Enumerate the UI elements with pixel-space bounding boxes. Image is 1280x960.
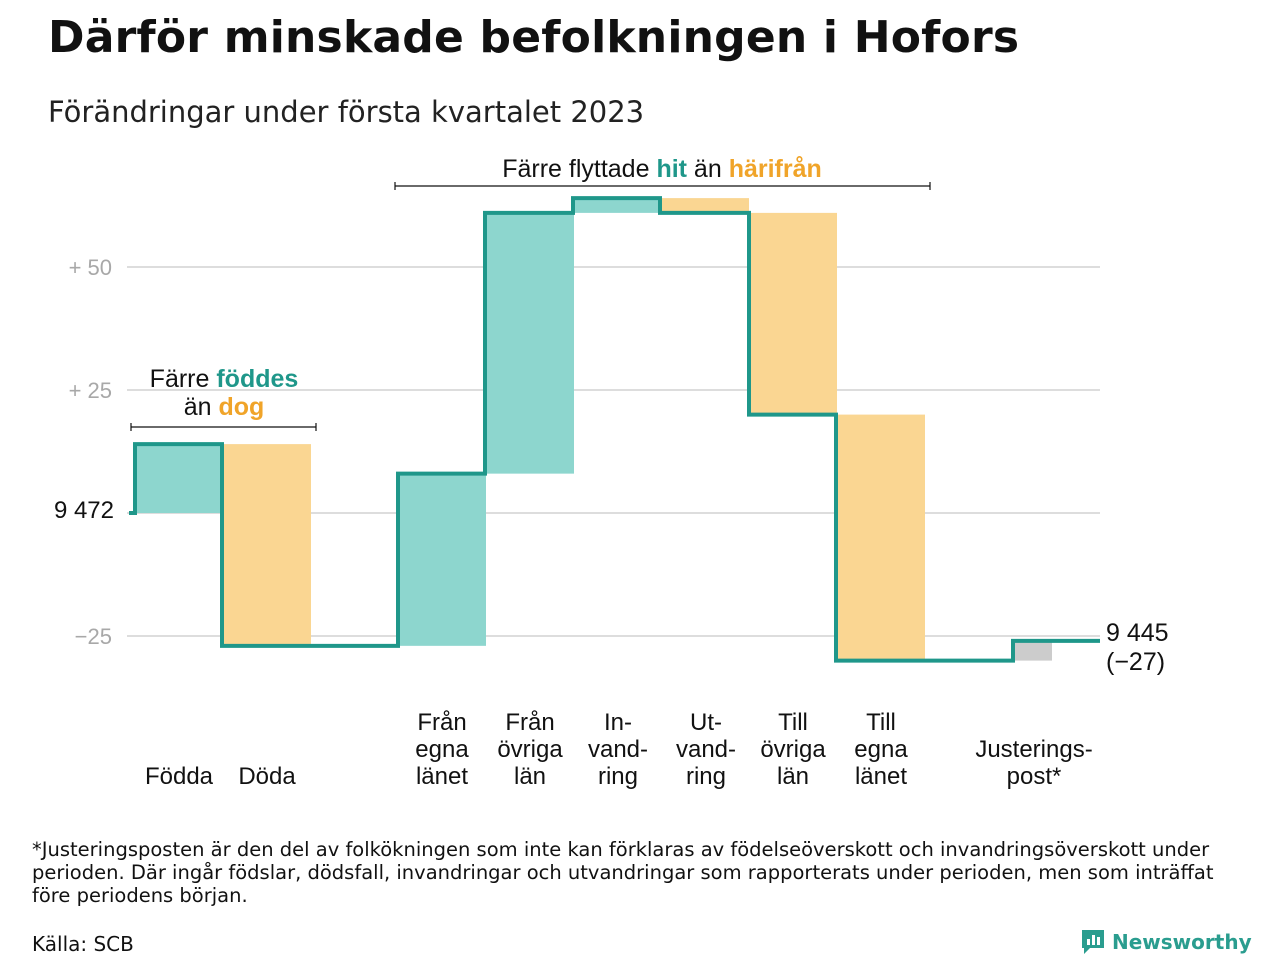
annotation-moves-bracket [394,182,931,190]
annotation-births-line2: än dog [184,393,265,421]
x-tick-label: länet [855,763,907,790]
annotation-births-bracket [130,423,317,431]
x-tick-label: egna [415,736,469,763]
baseline-value-label: 9 472 [54,497,114,524]
bars [137,198,1052,661]
x-tick-label: övriga [760,736,826,763]
waterfall-chart: + 50+ 25−25 Födda DödaFrånegnalänetFrånöv… [54,155,1169,790]
y-tick-label: −25 [75,624,112,649]
annotation-births-line1: Färre föddes [150,365,299,393]
x-tick-label: post* [1007,763,1062,790]
x-tick-labels: Födda DödaFrånegnalänetFrånövrigalänIn-va… [145,709,1093,790]
x-tick-label: län [777,763,809,790]
x-tick-label: länet [416,763,468,790]
source-note: Källa: SCB [32,932,134,956]
bar-decrease [838,414,925,661]
bar-increase [575,198,661,213]
page-subtitle: Förändringar under första kvartalet 2023 [48,95,645,129]
x-tick-label: ring [598,763,638,790]
bar-increase [400,473,486,646]
bar-decrease [224,444,311,646]
x-tick-label: Från [417,709,466,736]
x-tick-label: Till [778,709,808,736]
x-tick-label: Justerings- [975,736,1092,763]
x-tick-label: Till [866,709,896,736]
x-tick-label: Från [505,709,554,736]
x-tick-label: övriga [497,736,563,763]
x-tick-label: län [514,763,546,790]
brand-name: Newsworthy [1112,930,1252,954]
x-tick-label: Ut- [690,709,722,736]
end-change-label: (−27) [1106,648,1165,676]
x-tick-label: Födda [145,763,214,790]
x-tick-label: vand- [676,736,736,763]
bar-increase [137,444,223,513]
running-total-line [129,196,1100,663]
end-value-label: 9 445 [1106,619,1169,647]
x-tick-label: ring [686,763,726,790]
x-tick-label: vand- [588,736,648,763]
footnote: *Justeringsposten är den del av folkökni… [32,838,1214,907]
x-tick-label: Döda [238,763,296,790]
y-tick-label: + 25 [69,378,112,403]
brand-logo: Newsworthy [1080,928,1252,956]
x-tick-label: egna [854,736,908,763]
bar-decrease [751,212,837,415]
annotation-moves: Färre flyttade hit än härifrån [502,155,822,183]
page-title: Därför minskade befolkningen i Hofors [48,12,1020,63]
y-tick-labels: + 50 + 25 −25 [69,255,112,649]
bar-adjustment [1015,640,1052,661]
bar-decrease [662,198,749,213]
newsworthy-logo-icon [1082,930,1104,954]
x-tick-label: In- [604,709,632,736]
bar-increase [487,212,574,474]
y-tick-label: + 50 [69,255,112,280]
